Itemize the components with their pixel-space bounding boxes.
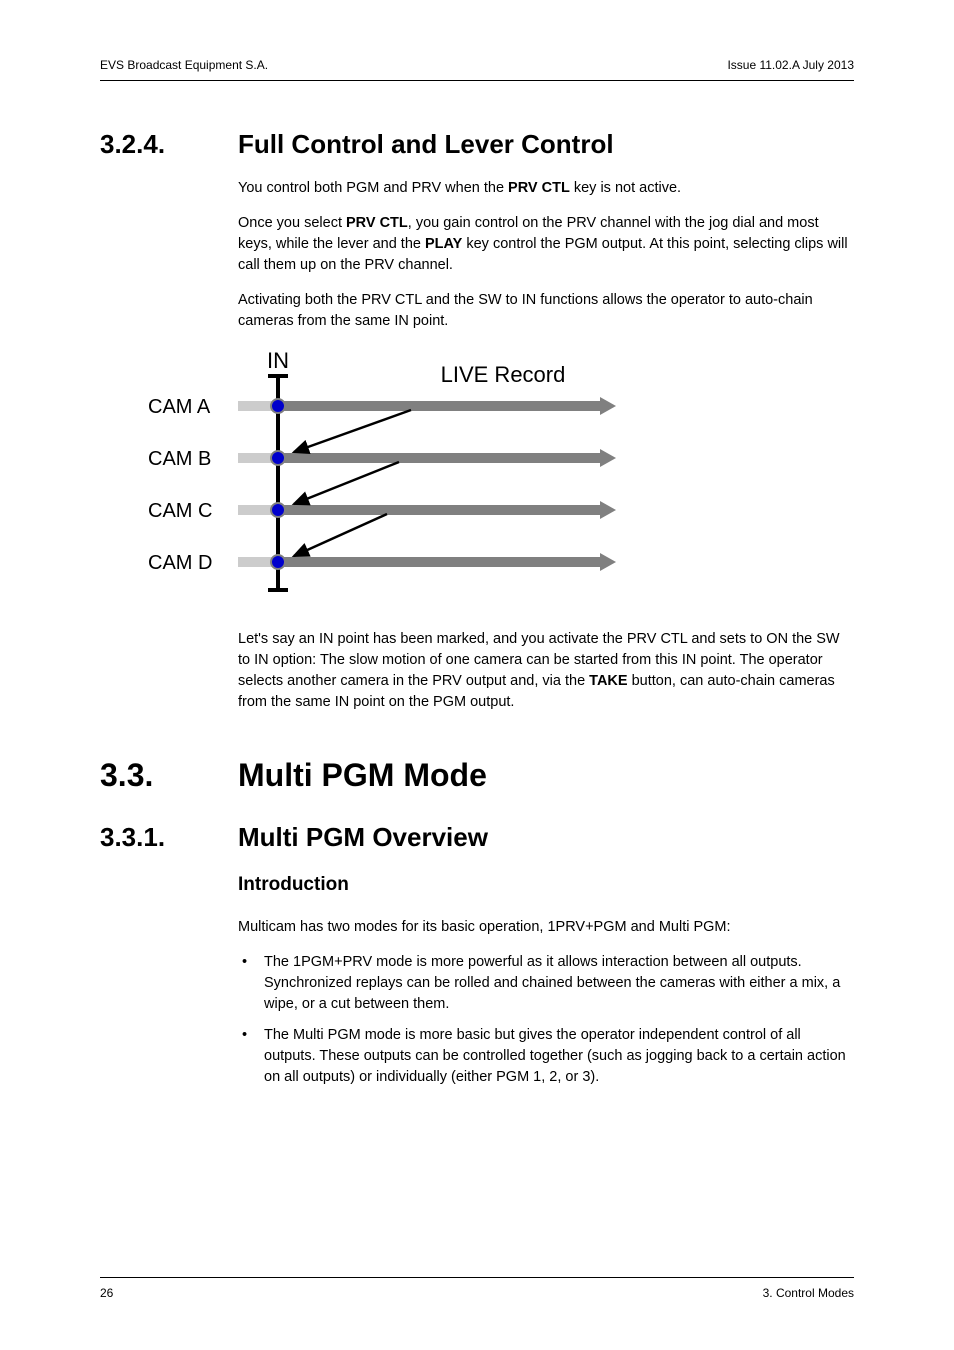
section-3-2-4-body: You control both PGM and PRV when the PR… bbox=[238, 178, 854, 332]
section-3-2-4-heading: 3.2.4. Full Control and Lever Control bbox=[100, 129, 854, 160]
paragraph: Multicam has two modes for its basic ope… bbox=[238, 917, 854, 938]
bold-text: PRV CTL bbox=[346, 215, 408, 231]
header-left: EVS Broadcast Equipment S.A. bbox=[100, 58, 268, 72]
section-3-3-1-heading: 3.3.1. Multi PGM Overview bbox=[100, 822, 854, 853]
footer-chapter: 3. Control Modes bbox=[763, 1286, 854, 1300]
section-title: Introduction bbox=[238, 871, 349, 899]
page-footer: 26 3. Control Modes bbox=[100, 1277, 854, 1300]
svg-text:IN: IN bbox=[267, 348, 289, 373]
svg-text:LIVE Record: LIVE Record bbox=[441, 362, 566, 387]
paragraph: Let's say an IN point has been marked, a… bbox=[238, 629, 854, 713]
section-title: Multi PGM Overview bbox=[238, 822, 488, 853]
svg-text:CAM C: CAM C bbox=[148, 500, 212, 522]
list-item: The Multi PGM mode is more basic but giv… bbox=[238, 1025, 854, 1088]
page-header: EVS Broadcast Equipment S.A. Issue 11.02… bbox=[100, 58, 854, 81]
camera-chain-diagram: IN LIVE Record CAM A CAM B CAM C CAM D bbox=[148, 346, 854, 611]
section-number: 3.3.1. bbox=[100, 822, 238, 853]
bold-text: PLAY bbox=[425, 236, 462, 252]
diagram-svg: IN LIVE Record CAM A CAM B CAM C CAM D bbox=[148, 346, 708, 606]
svg-text:CAM A: CAM A bbox=[148, 396, 211, 418]
section-number: 3.3. bbox=[100, 757, 238, 794]
svg-text:CAM D: CAM D bbox=[148, 552, 212, 574]
page: EVS Broadcast Equipment S.A. Issue 11.02… bbox=[0, 0, 954, 1350]
list-item: The 1PGM+PRV mode is more powerful as it… bbox=[238, 952, 854, 1015]
section-3-2-4-body-2: Let's say an IN point has been marked, a… bbox=[238, 629, 854, 713]
text: You control both PGM and PRV when the bbox=[238, 180, 508, 196]
paragraph: You control both PGM and PRV when the PR… bbox=[238, 178, 854, 199]
svg-text:CAM B: CAM B bbox=[148, 448, 211, 470]
paragraph: Activating both the PRV CTL and the SW t… bbox=[238, 290, 854, 332]
bold-text: TAKE bbox=[589, 673, 627, 689]
section-title: Multi PGM Mode bbox=[238, 757, 487, 794]
bold-text: PRV CTL bbox=[508, 180, 570, 196]
section-number: 3.2.4. bbox=[100, 129, 238, 160]
text: key is not active. bbox=[570, 180, 681, 196]
header-right: Issue 11.02.A July 2013 bbox=[727, 58, 854, 72]
section-3-3-heading: 3.3. Multi PGM Mode bbox=[100, 757, 854, 794]
bullet-list: The 1PGM+PRV mode is more powerful as it… bbox=[238, 952, 854, 1088]
text: Once you select bbox=[238, 215, 346, 231]
footer-page-number: 26 bbox=[100, 1286, 113, 1300]
section-title: Full Control and Lever Control bbox=[238, 129, 614, 160]
intro-heading: Introduction bbox=[238, 871, 854, 899]
paragraph: Once you select PRV CTL, you gain contro… bbox=[238, 213, 854, 276]
intro-block: Introduction Multicam has two modes for … bbox=[238, 871, 854, 1088]
